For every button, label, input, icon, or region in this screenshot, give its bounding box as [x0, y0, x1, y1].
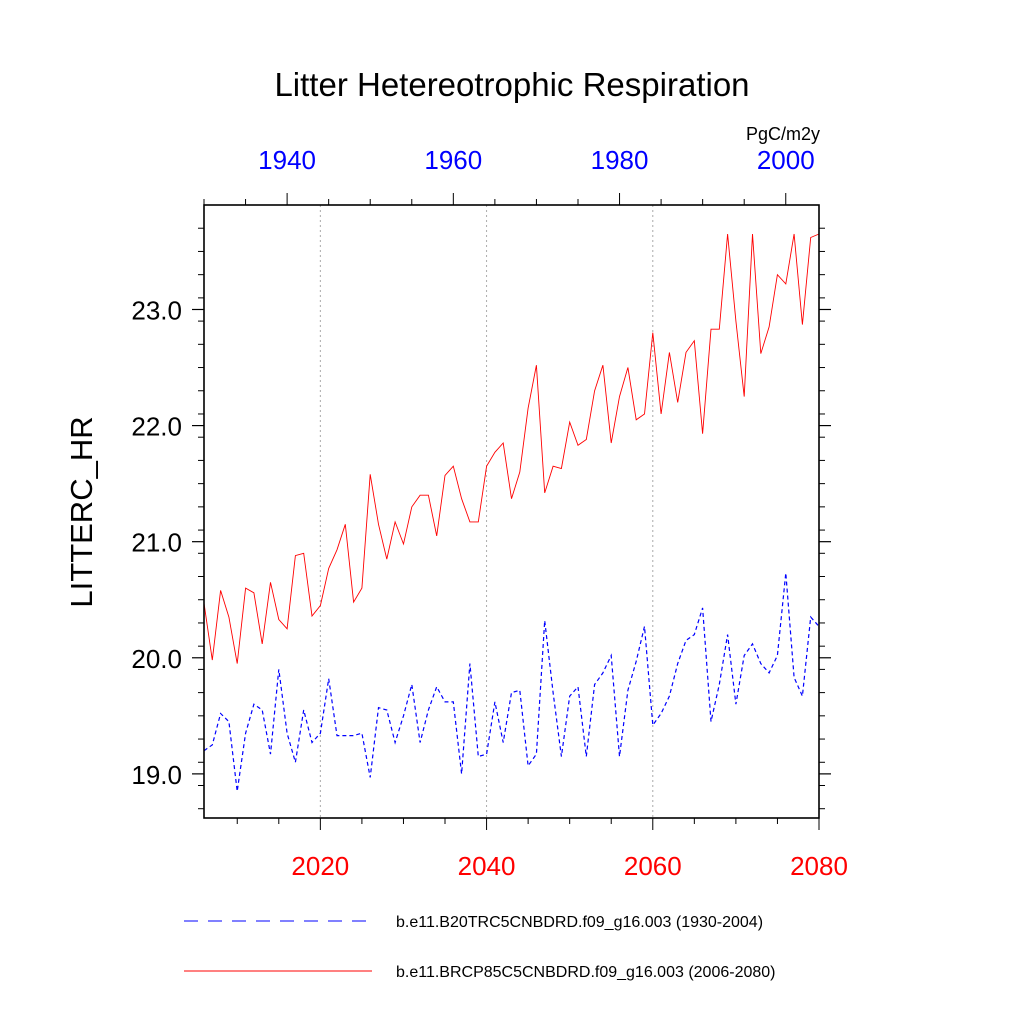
tick-labels: 19.0 20.0 21.0 22.0 23.0 2020 2040 2060 2080 1940…	[131, 145, 848, 881]
y-axis-label: LITTERC_HR	[64, 416, 99, 607]
gridlines	[319, 205, 654, 818]
plot-frame	[203, 204, 820, 819]
series-line-rcp85	[203, 233, 820, 664]
legend-label-1: b.e11.BRCP85C5CNBDRD.f09_g16.003 (2006-2…	[396, 964, 775, 981]
x-top-tick-label: 1980	[591, 145, 649, 175]
y-tick-label: 20.0	[131, 644, 182, 674]
x-bottom-tick-label: 2080	[790, 851, 848, 881]
y-tick-label: 23.0	[131, 295, 182, 325]
x-bottom-tick-label: 2040	[458, 851, 516, 881]
series-line-historical	[203, 572, 820, 792]
legend-label-0: b.e11.B20TRC5CNBDRD.f09_g16.003 (1930-20…	[396, 914, 763, 931]
x-bottom-tick-label: 2020	[291, 851, 349, 881]
y-tick-label: 21.0	[131, 528, 182, 558]
x-bottom-tick-label: 2060	[624, 851, 682, 881]
chart-title: Litter Hetereotrophic Respiration	[274, 66, 749, 103]
legend: b.e11.B20TRC5CNBDRD.f09_g16.003 (1930-20…	[184, 914, 775, 981]
x-top-tick-label: 1960	[424, 145, 482, 175]
units-label: PgC/m2y	[746, 124, 820, 144]
axis-ticks	[192, 193, 831, 830]
series-layer	[203, 233, 820, 792]
y-tick-label: 19.0	[131, 760, 182, 790]
x-top-tick-label: 1940	[258, 145, 316, 175]
y-tick-label: 22.0	[131, 412, 182, 442]
x-top-tick-label: 2000	[757, 145, 815, 175]
